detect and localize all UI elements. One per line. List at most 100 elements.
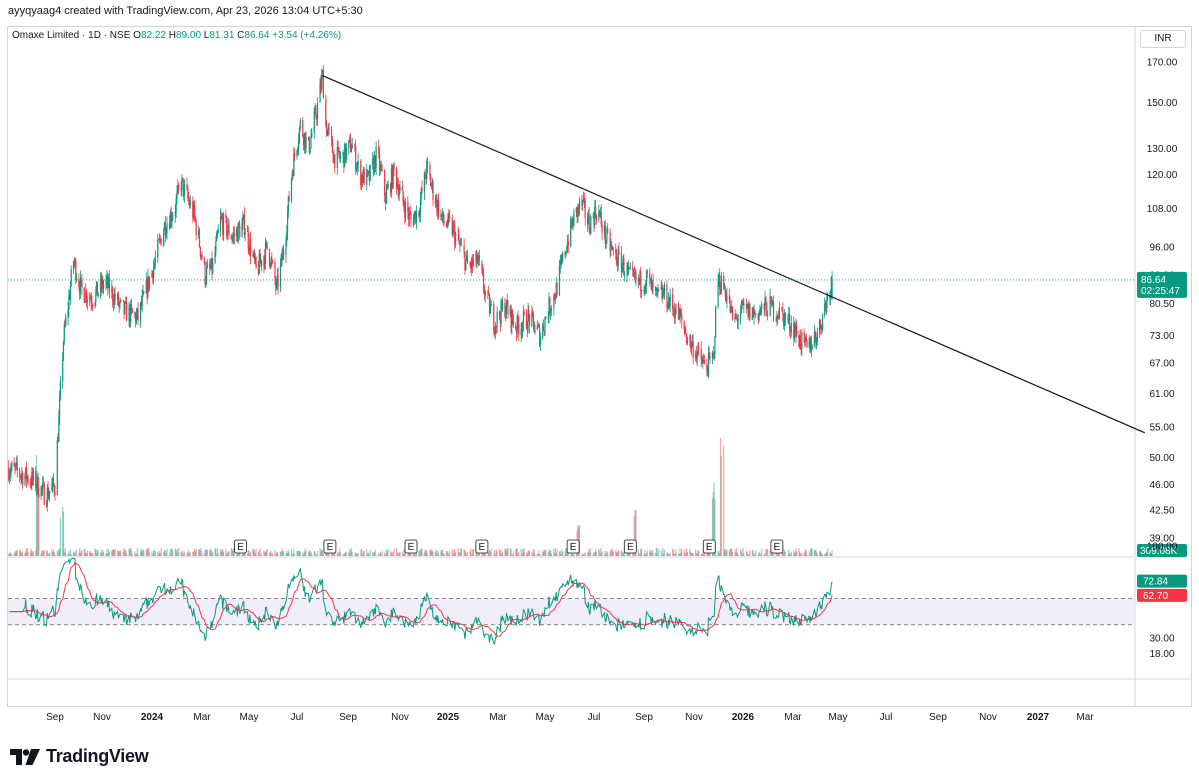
volume-bar <box>789 553 792 556</box>
candle-body <box>86 299 88 302</box>
candle-body <box>32 470 35 480</box>
volume-bar <box>610 550 612 556</box>
candle-body <box>666 284 668 308</box>
candle-body <box>645 271 648 286</box>
candle-body <box>338 147 340 156</box>
candle-body <box>810 341 812 352</box>
open-key: O <box>133 30 141 41</box>
earnings-marker[interactable] <box>566 539 580 554</box>
rsi-tick-label: 100.00 <box>1147 542 1178 553</box>
candle-body <box>824 303 827 304</box>
candle-body <box>515 325 517 329</box>
candle-body <box>124 302 126 314</box>
candle-body <box>600 211 602 225</box>
candle-body <box>153 262 156 267</box>
candle-body <box>655 289 657 291</box>
earnings-marker[interactable] <box>234 539 247 554</box>
volume-bar <box>89 551 91 556</box>
candle-body <box>319 82 321 103</box>
candle-body <box>146 279 148 297</box>
candle-body <box>232 236 234 239</box>
volume-bar <box>490 548 492 556</box>
candle-body <box>493 304 495 331</box>
last-price-badge <box>1137 271 1187 298</box>
candle-body <box>142 291 144 296</box>
volume-bar <box>163 549 166 556</box>
candle-body <box>339 155 341 159</box>
candle-body <box>270 258 272 267</box>
candle-body <box>692 341 694 358</box>
candle-body <box>227 224 229 232</box>
candle-body <box>226 217 228 236</box>
earnings-marker[interactable] <box>702 539 716 554</box>
volume-bar <box>651 552 653 556</box>
candle-body <box>775 318 777 320</box>
volume-bar <box>506 548 508 556</box>
volume-bar <box>819 550 821 556</box>
candle-body <box>15 462 18 465</box>
volume-bar <box>622 552 624 556</box>
time-axis[interactable]: Sep Nov 2024 Mar May Jul Sep Nov 2025 Mar May Jul Se… <box>46 712 1094 723</box>
volume-bar <box>818 551 821 556</box>
candle-body <box>566 241 569 252</box>
currency-button[interactable]: INR <box>1140 30 1186 48</box>
earnings-marker[interactable] <box>323 539 337 554</box>
price-tick-label: 150.00 <box>1147 98 1178 109</box>
candle-body <box>725 297 727 302</box>
close-key: C <box>237 30 245 41</box>
candle-body <box>601 224 603 233</box>
candle-body <box>629 267 631 269</box>
candle-body <box>375 146 377 169</box>
candle-body <box>789 329 792 333</box>
trendline[interactable] <box>322 75 1145 434</box>
volume-bar <box>824 553 827 556</box>
volume-bar <box>471 554 473 556</box>
candle-body <box>57 440 59 442</box>
volume-bar <box>331 551 333 556</box>
volume-bar <box>804 549 807 556</box>
candle-body <box>814 332 816 337</box>
volume-bar <box>41 550 43 556</box>
volume-bar <box>79 547 81 556</box>
candle-body <box>282 250 284 261</box>
volume-bar <box>566 548 568 556</box>
candle-body <box>431 181 433 186</box>
candle-body <box>384 170 386 196</box>
volume-bar <box>771 552 773 556</box>
volume-bar <box>386 550 388 556</box>
volume-bar <box>113 549 115 556</box>
candle-body <box>644 288 646 292</box>
candle-body <box>809 338 811 352</box>
earnings-marker[interactable] <box>404 539 418 554</box>
volume-bar <box>748 554 750 556</box>
volume-bar <box>85 552 88 556</box>
volume-bar <box>95 548 97 556</box>
volume-bar <box>583 553 585 556</box>
volume-bar <box>454 548 456 556</box>
candle-body <box>512 310 514 321</box>
volume-bar <box>458 552 460 556</box>
volume-bar <box>685 553 687 556</box>
candle-body <box>78 278 80 287</box>
price-axis[interactable]: 170.00150.00130.00120.00108.0096.0088.00… <box>1147 58 1178 545</box>
volume-bar <box>627 551 629 556</box>
candle-body <box>739 312 742 319</box>
volume-bar <box>582 554 585 556</box>
candle-body <box>342 152 344 157</box>
earnings-marker[interactable] <box>475 539 489 554</box>
volume-bar <box>182 550 184 556</box>
volume-bar <box>757 553 759 556</box>
volume-bar <box>816 552 818 556</box>
earnings-marker[interactable] <box>623 539 637 554</box>
candle-body <box>302 136 305 146</box>
earnings-marker[interactable] <box>770 539 784 554</box>
candle-body <box>48 494 50 499</box>
volume-bar <box>303 551 306 556</box>
volume-bar <box>499 550 501 556</box>
volume-bar <box>441 549 443 556</box>
volume-bar <box>539 554 541 556</box>
candle-body <box>764 297 766 311</box>
